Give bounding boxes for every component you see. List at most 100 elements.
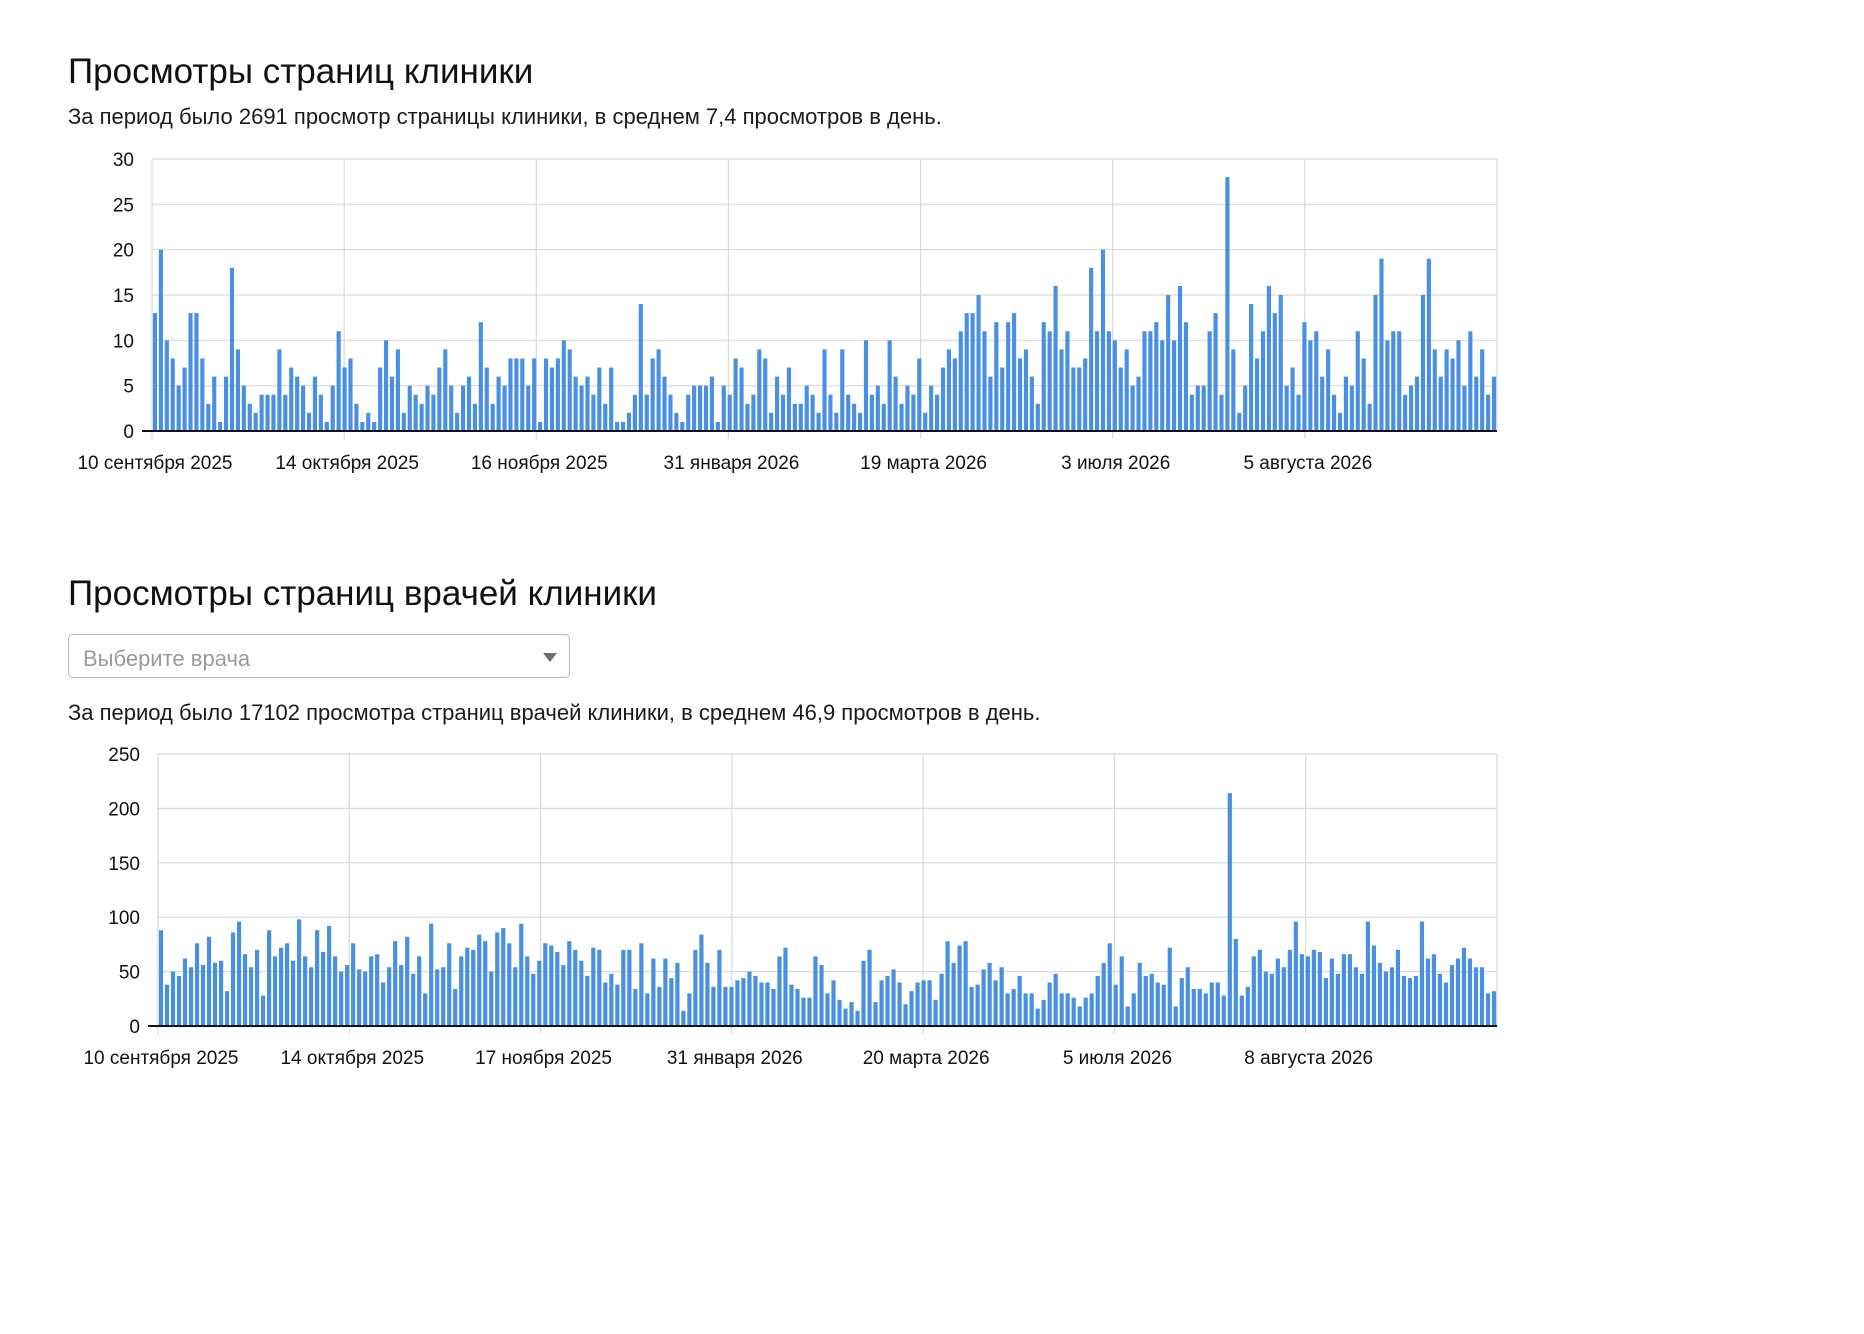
bar [561, 965, 566, 1026]
bar [465, 947, 470, 1026]
bar [957, 945, 962, 1026]
bar [537, 960, 542, 1026]
bar [621, 949, 626, 1026]
bar [188, 313, 193, 431]
bar [615, 984, 620, 1026]
bar [769, 412, 774, 431]
bar [875, 385, 880, 431]
bar [852, 403, 857, 431]
bar [1148, 331, 1153, 431]
bar [164, 984, 170, 1026]
x-tick-label: 8 августа 2026 [1244, 1048, 1373, 1069]
bar [339, 971, 344, 1026]
bar [1287, 949, 1292, 1026]
bar [301, 385, 306, 431]
bar [477, 934, 482, 1026]
bar [1461, 947, 1467, 1026]
bar [561, 340, 566, 431]
bar [893, 376, 898, 431]
bar [212, 962, 218, 1026]
bar [1479, 967, 1485, 1026]
bar [176, 975, 182, 1026]
x-tick-label: 31 января 2026 [667, 1048, 803, 1069]
bar [1047, 982, 1052, 1026]
y-tick-label: 100 [108, 908, 140, 929]
bar [1089, 267, 1094, 431]
bar [644, 394, 649, 431]
bar [1243, 385, 1248, 431]
bar [194, 943, 200, 1026]
bar [620, 421, 626, 431]
bar [1308, 340, 1313, 431]
bar [520, 358, 525, 431]
bar [686, 394, 691, 431]
bar [1296, 394, 1301, 431]
bar [405, 936, 410, 1026]
bar [437, 367, 442, 431]
bar [441, 967, 446, 1026]
bar [366, 412, 371, 431]
bar [284, 943, 290, 1026]
bar [869, 394, 874, 431]
bar [792, 403, 797, 431]
bar [306, 412, 312, 431]
bar [1456, 340, 1461, 431]
bar [507, 943, 512, 1026]
bar [447, 943, 452, 1026]
bar [699, 934, 704, 1026]
bar [1409, 385, 1414, 431]
bar [759, 982, 764, 1026]
bar [1023, 993, 1028, 1026]
bar [573, 376, 578, 431]
bar [1254, 358, 1260, 431]
bar [1000, 367, 1005, 431]
bar [1189, 394, 1194, 431]
bar [543, 358, 549, 431]
bar [170, 971, 176, 1026]
bar [1337, 412, 1343, 431]
bar [1177, 285, 1183, 431]
y-tick-label: 200 [108, 799, 140, 820]
bar [466, 376, 472, 431]
bar [807, 997, 812, 1026]
bar [1077, 367, 1082, 431]
bar [378, 367, 383, 431]
bar [218, 960, 224, 1026]
bar [675, 962, 680, 1026]
bar [496, 376, 501, 431]
bar [1239, 995, 1244, 1026]
bar [1317, 952, 1322, 1026]
bar [887, 340, 892, 431]
bar [813, 956, 818, 1026]
bar [650, 358, 655, 431]
bar [863, 340, 869, 431]
bar [969, 986, 974, 1026]
bar [188, 967, 194, 1026]
bar [1017, 975, 1022, 1026]
bar [395, 349, 400, 431]
bar [840, 349, 845, 431]
bar [483, 941, 488, 1026]
bar [783, 947, 788, 1026]
bar [1314, 331, 1319, 431]
bar [798, 403, 803, 431]
bar [795, 989, 800, 1026]
bar [283, 394, 288, 431]
bar [1468, 331, 1473, 431]
bar [786, 367, 792, 431]
bar [1095, 975, 1100, 1026]
bar [206, 936, 212, 1026]
bar [579, 960, 584, 1026]
bar [687, 993, 692, 1026]
bar [443, 349, 448, 431]
bar [1215, 982, 1220, 1026]
bar [401, 412, 406, 431]
bar [1272, 313, 1277, 431]
bar [555, 952, 560, 1026]
bar [597, 949, 602, 1026]
doctor-select-dropdown[interactable]: Выберите врача [68, 634, 570, 678]
bar [1101, 962, 1106, 1026]
bar [1320, 376, 1325, 431]
clinic-views-summary: За период было 2691 просмотр страницы кл… [68, 104, 942, 129]
bar [1438, 376, 1443, 431]
